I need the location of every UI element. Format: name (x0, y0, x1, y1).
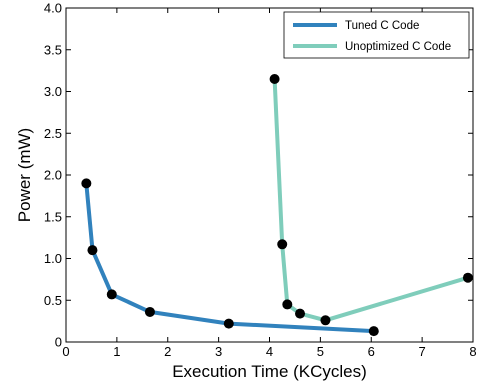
x-tick-label: 8 (469, 344, 476, 359)
data-point (223, 318, 234, 329)
y-tick-label: 0 (55, 335, 62, 350)
data-point (144, 306, 155, 317)
y-tick-label: 3.0 (44, 84, 62, 99)
y-tick-label: 1.0 (44, 251, 62, 266)
x-tick-label: 5 (317, 344, 324, 359)
x-tick-label: 0 (62, 344, 69, 359)
data-point (320, 315, 331, 326)
legend: Tuned C Code Unoptimized C Code (283, 11, 470, 59)
legend-label-unoptimized: Unoptimized C Code (345, 41, 451, 53)
data-point (282, 299, 293, 310)
data-point (269, 73, 280, 84)
series-line (84, 183, 374, 334)
legend-box (283, 11, 470, 59)
data-point (368, 326, 379, 337)
data-point (295, 308, 306, 319)
y-tick-label: 3.5 (44, 42, 62, 57)
y-tick-label: 4.0 (44, 1, 62, 16)
data-point (81, 178, 92, 189)
axis-ticks (65, 7, 474, 343)
y-tick-label: 2.0 (44, 168, 62, 183)
x-axis-title: Execution Time (KCycles) (172, 362, 367, 381)
legend-label-tuned: Tuned C Code (345, 20, 419, 32)
data-point (462, 272, 473, 283)
data-point (106, 289, 117, 300)
x-tick-label: 1 (113, 344, 120, 359)
data-point (277, 239, 288, 250)
y-tick-label: 2.5 (44, 126, 62, 141)
series-markers (81, 73, 473, 337)
x-tick-label: 2 (164, 344, 171, 359)
plot-area (65, 7, 474, 343)
x-tick-label: 6 (368, 344, 375, 359)
data-point (87, 245, 98, 256)
y-axis-title: Power (mW) (15, 128, 34, 222)
y-tick-label: 1.5 (44, 209, 62, 224)
series-line (272, 78, 469, 323)
series-lines (84, 78, 469, 334)
x-tick-label: 7 (419, 344, 426, 359)
tick-labels: 0 1 2 3 4 5 6 7 8 0 0.5 1.0 1.5 2.0 2.5 3.0 3.5 4.0 (44, 1, 477, 360)
x-tick-label: 3 (215, 344, 222, 359)
x-tick-label: 4 (266, 344, 273, 359)
y-tick-label: 0.5 (44, 293, 62, 308)
